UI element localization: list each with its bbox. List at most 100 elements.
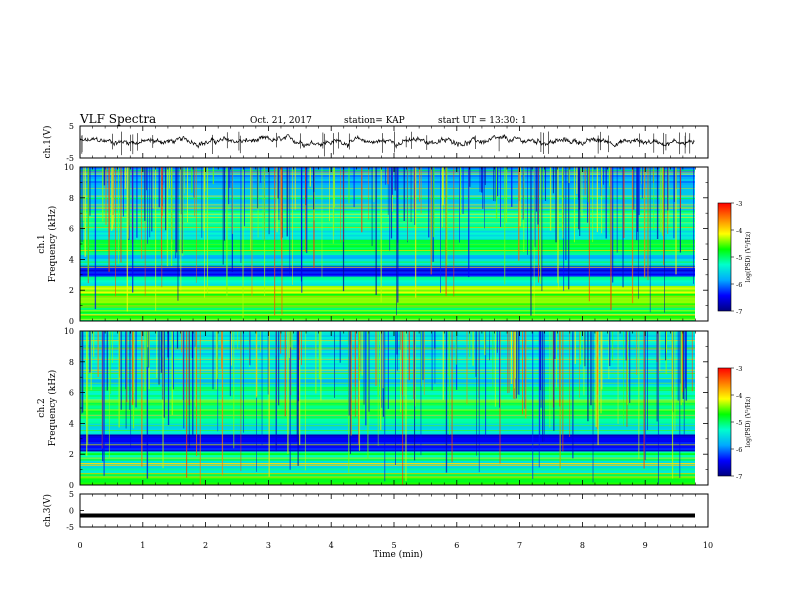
ch1-spectrogram-band-row xyxy=(80,230,695,233)
ch1-spectrogram-band-row xyxy=(80,305,695,308)
ch2-spectrogram-band-row xyxy=(80,383,695,386)
ch2-spectrogram-ytick-label: 8 xyxy=(69,358,74,367)
ch2-spectrogram-ytick-label: 2 xyxy=(69,450,74,459)
ch1-waveform-ylabel: ch.1(V) xyxy=(42,126,53,159)
ch1-spectrogram-band-row xyxy=(80,224,695,227)
ch2-spectrogram-band-row xyxy=(80,434,695,437)
ch1-spectrogram-band-row xyxy=(80,198,695,202)
ch2-spectrogram-band-row xyxy=(80,369,695,372)
ch1-spectrogram-band-row xyxy=(80,267,695,270)
ch1-spectrogram-blank xyxy=(695,167,708,321)
ch2-spectrogram-band-row xyxy=(80,455,695,458)
x-tick-label: 3 xyxy=(266,541,271,550)
ch2-spectrogram-band-row xyxy=(80,379,695,382)
ch3-waveform-ytick-label: -5 xyxy=(66,523,74,532)
ch1-spectrogram-band-row xyxy=(80,265,695,268)
ch1-spectrogram-band-row xyxy=(80,291,695,294)
colorbar-ch1-label: log(PSD) (V²/Hz) xyxy=(745,232,752,283)
ch1-spectrogram-band-row xyxy=(80,284,695,286)
x-axis-label: Time (min) xyxy=(373,549,423,560)
ch2-spectrogram-band-row xyxy=(80,351,695,354)
ch2-spectrogram-band-row xyxy=(80,337,695,340)
ch2-spectrogram-panel: 0 2 4 6 8 10 ch.2 Frequency (kHz) xyxy=(37,327,709,490)
ch2-spectrogram-ylabel: ch.2 xyxy=(37,398,47,417)
colorbar-ch1-tick-label: -5 xyxy=(736,254,742,262)
ch2-spectrogram-band-row xyxy=(80,402,695,405)
ch2-spectrogram-band-row xyxy=(80,367,695,370)
ch2-spectrogram-band-row xyxy=(80,333,695,336)
ch1-spectrogram-band-row xyxy=(80,269,695,272)
ch1-spectrogram-band-row xyxy=(80,212,695,215)
ch2-spectrogram-freq-ylabel: Frequency (kHz) xyxy=(47,370,58,447)
ch1-spectrogram-ylabel: ch.1 xyxy=(37,234,47,253)
ch1-spectrogram-band-row xyxy=(80,218,695,221)
colorbar-ch2-tick-label: -5 xyxy=(736,419,742,427)
ch2-spectrogram-ytick-label: 10 xyxy=(64,327,74,336)
ch2-spectrogram-band-row xyxy=(80,381,695,384)
ch2-spectrogram-band-row xyxy=(80,442,695,445)
station-label: station= KAP xyxy=(344,116,405,126)
ch2-spectrogram-band-row xyxy=(80,444,695,447)
ch1-spectrogram-band-row xyxy=(80,196,695,200)
ch2-spectrogram-band-row xyxy=(80,363,695,366)
ch3-waveform-panel: 5 0 -5 ch.3(V) xyxy=(42,490,709,532)
ch1-spectrogram-band-row xyxy=(80,220,695,223)
ch2-spectrogram-band-row xyxy=(80,390,695,394)
plot-title: VLF Spectra xyxy=(80,112,157,126)
x-tick-label: 7 xyxy=(517,541,522,550)
colorbar-ch2-tick-label: -7 xyxy=(736,473,742,481)
ch1-spectrogram-band-row xyxy=(80,241,695,244)
ch2-spectrogram-band-row xyxy=(80,476,695,479)
ch1-spectrogram-band-row xyxy=(80,262,695,266)
ch2-spectrogram-band-row xyxy=(80,446,695,449)
ch1-spectrogram-band-row xyxy=(80,236,695,239)
ch1-spectrogram-band-row xyxy=(80,206,695,210)
ch1-spectrogram-band-row xyxy=(80,264,695,266)
ch1-waveform-line xyxy=(79,134,695,149)
ch2-spectrogram-band-row xyxy=(80,410,695,413)
ch1-spectrogram-ytick-label: 4 xyxy=(69,255,74,264)
x-tick-label: 2 xyxy=(203,541,208,550)
ch1-spectrogram-band-row xyxy=(80,239,695,242)
ch2-spectrogram-band-row xyxy=(80,416,695,419)
colorbar-ch2-tick-label: -4 xyxy=(736,392,742,400)
ch2-spectrogram-band-row xyxy=(80,474,695,477)
ch1-spectrogram-band-row xyxy=(80,305,695,306)
ch1-spectrogram-band-row xyxy=(80,278,695,281)
ch2-spectrogram-band-row xyxy=(80,460,695,463)
ch1-waveform-panel: 5 -5 ch.1(V) xyxy=(42,122,709,163)
ch2-spectrogram-band-row xyxy=(80,482,695,485)
ch1-spectrogram-band-row xyxy=(80,318,695,321)
ch1-spectrogram-band-row xyxy=(80,253,695,256)
ch2-spectrogram-band-row xyxy=(80,331,695,334)
colorbar-ch1-tick-label: -6 xyxy=(736,281,742,289)
ch1-spectrogram-band-row xyxy=(80,234,695,237)
ch2-spectrogram-ytick-label: 4 xyxy=(69,419,74,428)
ch1-spectrogram-band-row xyxy=(80,254,695,258)
ch2-spectrogram-band-row xyxy=(80,472,695,473)
ch2-spectrogram-band-row xyxy=(80,440,695,443)
ch1-spectrogram-band-row xyxy=(80,228,695,229)
ch2-spectrogram-band-row xyxy=(80,470,695,473)
x-tick-label: 1 xyxy=(140,541,145,550)
ch2-spectrogram-band-row xyxy=(80,339,695,342)
ch1-spectrogram-band-row xyxy=(80,280,695,283)
ch2-spectrogram-band-row xyxy=(80,400,695,403)
ch2-spectrogram-band-row xyxy=(80,355,695,358)
ch1-spectrogram-band-row xyxy=(80,289,695,292)
ch1-spectrogram-band-row xyxy=(80,238,695,240)
ch1-spectrogram-band-row xyxy=(80,228,695,231)
ch1-spectrogram-band-row xyxy=(80,245,695,248)
ch1-spectrogram-band-row xyxy=(80,293,695,296)
ch2-spectrogram-band-row xyxy=(80,412,695,415)
date-label: Oct. 21, 2017 xyxy=(250,116,312,126)
ch2-spectrogram-band-row xyxy=(80,408,695,411)
ch2-spectrogram-band-row xyxy=(80,427,695,430)
ch1-spectrogram-band-row xyxy=(80,316,695,320)
ch2-spectrogram-band-row xyxy=(80,451,695,454)
ch2-spectrogram-band-row xyxy=(80,386,695,390)
ch1-spectrogram-band-row xyxy=(80,299,695,302)
ch2-spectrogram-band-row xyxy=(80,369,695,370)
ch2-spectrogram-image xyxy=(80,331,695,485)
ch2-spectrogram-band-row xyxy=(80,425,695,428)
